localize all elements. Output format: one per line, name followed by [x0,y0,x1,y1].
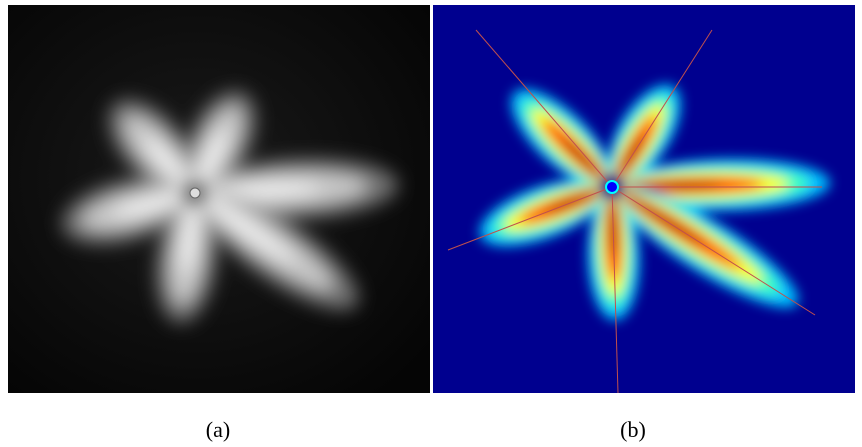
plume [180,200,199,275]
plume [619,181,723,190]
ray [611,186,619,394]
plume [201,196,295,263]
ray [447,186,613,251]
caption: (a) [206,417,230,442]
ray [611,29,713,188]
spray-plumes-grayscale [61,90,399,324]
plume [202,181,320,199]
ray [611,186,816,316]
axis-rays [447,29,822,394]
nozzle-b [605,180,619,194]
nozzle-a [189,187,201,199]
ray [475,29,613,188]
plume [561,137,607,182]
plume [112,192,188,217]
caption: (b) [620,417,646,442]
plume [196,129,228,187]
plume [615,134,645,181]
plume [143,136,191,188]
